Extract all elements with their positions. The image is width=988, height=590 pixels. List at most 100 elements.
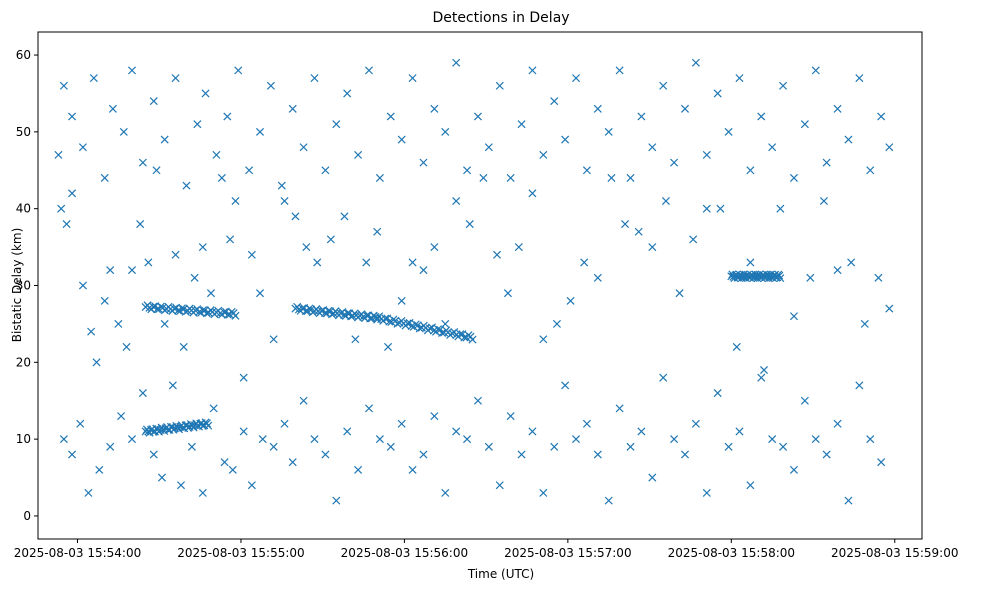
detection-marker: [637, 112, 646, 121]
detection-marker: [648, 243, 657, 252]
detection-marker: [313, 258, 322, 267]
detection-marker: [847, 258, 856, 267]
detection-marker: [354, 465, 363, 474]
detection-marker: [566, 296, 575, 305]
detection-marker: [833, 104, 842, 113]
detection-marker: [193, 120, 202, 129]
detection-marker: [54, 150, 63, 159]
detection-marker: [604, 496, 613, 505]
detection-marker: [255, 289, 265, 298]
detection-marker: [288, 104, 297, 113]
detection-marker: [811, 435, 820, 444]
track-marker: [468, 335, 477, 344]
detection-marker: [506, 412, 515, 421]
detection-marker: [661, 196, 670, 206]
detection-marker: [354, 150, 363, 159]
detection-marker: [397, 296, 406, 305]
detection-marker: [59, 81, 68, 90]
plot-area: [37, 31, 923, 540]
detection-marker: [117, 412, 126, 421]
x-tick-label: 2025-08-03 15:58:00: [668, 546, 795, 560]
detection-marker: [776, 204, 785, 213]
detection-marker: [375, 435, 384, 444]
detection-marker: [57, 204, 66, 213]
detection-marker: [877, 112, 886, 121]
detection-marker: [220, 458, 229, 467]
detection-marker: [234, 66, 243, 75]
detection-marker: [779, 81, 788, 90]
x-axis: 2025-08-03 15:54:00 2025-08-03 15:55:00 20…: [14, 539, 958, 560]
detection-marker: [528, 66, 537, 75]
track-marker: [174, 306, 183, 315]
detection-marker: [441, 127, 450, 136]
detection-marker: [384, 342, 393, 351]
detection-marker: [321, 166, 330, 175]
detection-marker: [209, 404, 218, 413]
detection-marker: [550, 442, 559, 451]
detection-marker: [187, 442, 196, 451]
detection-marker: [484, 143, 493, 152]
detection-marker: [106, 266, 115, 275]
detection-marker: [310, 74, 319, 83]
detection-marker: [800, 120, 809, 129]
detection-marker: [789, 465, 798, 474]
detection-marker: [885, 304, 894, 313]
detection-marker: [280, 196, 289, 206]
detection-marker: [179, 342, 188, 351]
detection-marker: [144, 258, 153, 267]
chart-title: Detections in Delay: [432, 10, 569, 26]
detection-marker: [326, 235, 335, 244]
detection-marker: [713, 389, 722, 398]
detection-marker: [757, 373, 766, 382]
detection-marker: [626, 173, 635, 182]
track-marker: [776, 274, 785, 283]
detection-marker: [408, 465, 417, 474]
detection-marker: [819, 196, 828, 206]
detection-marker: [517, 450, 526, 459]
detection-marker: [473, 112, 482, 121]
detection-marker: [607, 173, 616, 182]
detection-marker: [506, 173, 515, 182]
detection-marker: [212, 150, 221, 159]
detection-marker: [89, 74, 98, 83]
x-tick-label: 2025-08-03 15:59:00: [831, 546, 958, 560]
detection-marker: [95, 465, 104, 474]
detection-marker: [517, 120, 526, 129]
detection-marker: [702, 150, 711, 159]
detection-marker: [572, 74, 581, 83]
detection-marker: [691, 58, 700, 67]
marker-layer: [54, 58, 894, 505]
detection-marker: [127, 266, 137, 275]
detection-marker: [299, 396, 308, 405]
detection-marker: [171, 74, 180, 83]
detection-marker: [465, 220, 474, 229]
x-tick-label: 2025-08-03 15:54:00: [14, 546, 141, 560]
track-marker: [223, 310, 232, 319]
detection-marker: [648, 473, 657, 482]
detection-marker: [479, 173, 488, 182]
detection-marker: [299, 143, 308, 152]
y-axis: 0 10 20 30 40 50 60: [16, 48, 38, 523]
detection-marker: [768, 143, 777, 152]
track-marker: [195, 307, 204, 317]
detection-marker: [789, 173, 798, 182]
detection-marker: [136, 220, 145, 229]
detection-marker: [277, 181, 286, 190]
y-axis-label: Bistatic Delay (km): [10, 228, 24, 343]
detection-marker: [386, 442, 395, 451]
detection-marker: [280, 419, 289, 428]
y-tick-label: 20: [16, 355, 31, 369]
detection-marker: [615, 404, 624, 413]
detection-marker: [735, 74, 744, 83]
y-tick-label: 50: [16, 125, 31, 139]
detection-marker: [768, 435, 777, 444]
detection-marker: [885, 143, 894, 152]
detection-marker: [626, 442, 635, 451]
detection-marker: [168, 381, 177, 390]
detection-marker: [789, 312, 798, 321]
detection-marker: [452, 58, 461, 67]
detection-marker: [84, 488, 93, 497]
detection-marker: [495, 81, 504, 90]
detection-marker: [593, 273, 602, 282]
detection-marker: [473, 396, 482, 405]
